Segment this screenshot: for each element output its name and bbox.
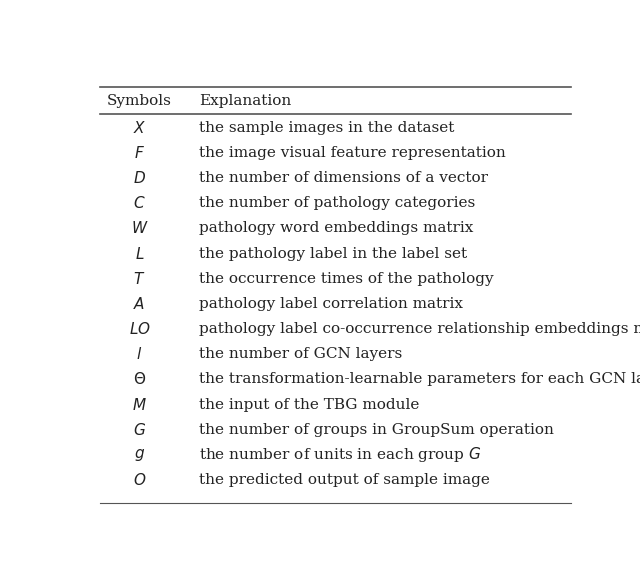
Text: $A$: $A$	[133, 296, 146, 312]
Text: the predicted output of sample image: the predicted output of sample image	[199, 473, 490, 487]
Text: $G$: $G$	[133, 422, 146, 438]
Text: the transformation-learnable parameters for each GCN layer: the transformation-learnable parameters …	[199, 372, 640, 386]
Text: $\Theta$: $\Theta$	[133, 371, 146, 387]
Text: $W$: $W$	[131, 220, 148, 237]
Text: the pathology label in the label set: the pathology label in the label set	[199, 246, 467, 260]
Text: $l$: $l$	[136, 346, 143, 362]
Text: the input of the TBG module: the input of the TBG module	[199, 398, 419, 412]
Text: the number of pathology categories: the number of pathology categories	[199, 196, 476, 211]
Text: $L$: $L$	[135, 245, 144, 262]
Text: $T$: $T$	[133, 271, 146, 287]
Text: $D$: $D$	[133, 170, 146, 186]
Text: the number of groups in GroupSum operation: the number of groups in GroupSum operati…	[199, 423, 554, 437]
Text: Symbols: Symbols	[107, 95, 172, 108]
Text: the number of dimensions of a vector: the number of dimensions of a vector	[199, 171, 488, 185]
Text: $F$: $F$	[134, 145, 145, 161]
Text: the number of GCN layers: the number of GCN layers	[199, 347, 403, 361]
Text: pathology label co-occurrence relationship embeddings matrix: pathology label co-occurrence relationsh…	[199, 322, 640, 336]
Text: the number of units in each group $G$: the number of units in each group $G$	[199, 445, 481, 465]
Text: $X$: $X$	[133, 119, 146, 136]
Text: pathology label correlation matrix: pathology label correlation matrix	[199, 297, 463, 311]
Text: $O$: $O$	[133, 472, 146, 488]
Text: the occurrence times of the pathology: the occurrence times of the pathology	[199, 272, 493, 286]
Text: $LO$: $LO$	[129, 321, 150, 337]
Text: Explanation: Explanation	[199, 95, 291, 108]
Text: $M$: $M$	[132, 397, 147, 412]
Text: the sample images in the dataset: the sample images in the dataset	[199, 121, 454, 135]
Text: $C$: $C$	[133, 195, 146, 211]
Text: the image visual feature representation: the image visual feature representation	[199, 146, 506, 160]
Text: pathology word embeddings matrix: pathology word embeddings matrix	[199, 222, 474, 235]
Text: $g$: $g$	[134, 447, 145, 463]
